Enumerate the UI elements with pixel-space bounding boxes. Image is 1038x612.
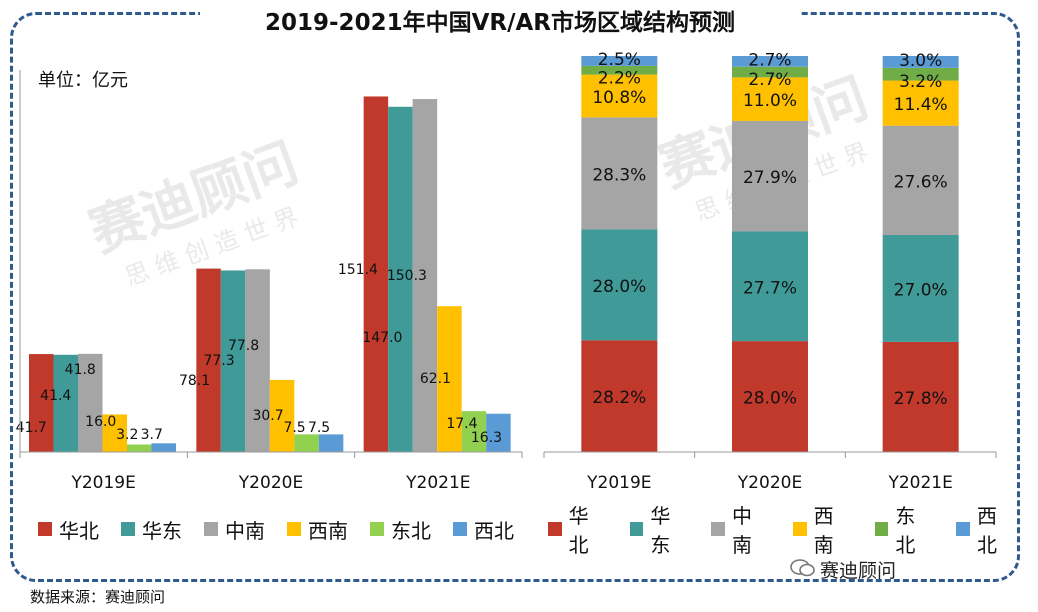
legend-item: 西北 bbox=[956, 500, 1016, 558]
legend-label: 华北 bbox=[59, 518, 99, 543]
legend-swatch bbox=[956, 522, 971, 536]
source-note: 数据来源：赛迪顾问 bbox=[30, 588, 166, 606]
legend-label: 中南 bbox=[225, 518, 265, 543]
legend-swatch bbox=[793, 522, 807, 536]
legend-label: 东北 bbox=[391, 518, 431, 543]
legend-swatch bbox=[874, 522, 889, 536]
legend-label: 西南 bbox=[813, 504, 834, 557]
legend-label: 华东 bbox=[650, 504, 671, 557]
legend-item: 华东 bbox=[629, 500, 690, 558]
legend-swatch bbox=[548, 522, 562, 536]
dashed-frame bbox=[10, 12, 1020, 582]
legend-swatch bbox=[370, 522, 384, 536]
legend-label: 东北 bbox=[895, 504, 916, 557]
legend-swatch bbox=[204, 522, 218, 536]
legend-item: 西北 bbox=[453, 515, 514, 544]
legend-item: 华东 bbox=[121, 515, 182, 544]
left-legend: 华北 华东 中南 西南 东北 西北 bbox=[38, 515, 536, 544]
legend-swatch bbox=[287, 522, 301, 536]
legend-item: 华北 bbox=[38, 515, 99, 544]
legend-item: 华北 bbox=[548, 500, 608, 558]
legend-swatch bbox=[121, 522, 135, 536]
legend-label: 华北 bbox=[568, 504, 589, 557]
legend-label: 中南 bbox=[732, 504, 752, 557]
legend-item: 中南 bbox=[204, 515, 265, 544]
legend-item: 西南 bbox=[287, 515, 348, 544]
legend-swatch bbox=[629, 522, 644, 536]
legend-swatch bbox=[711, 522, 725, 536]
legend-item: 东北 bbox=[370, 515, 431, 544]
legend-item: 中南 bbox=[711, 500, 771, 558]
legend-swatch bbox=[38, 522, 52, 536]
brand-name: 赛迪顾问 bbox=[820, 560, 897, 582]
legend-swatch bbox=[453, 522, 467, 536]
chart-title: 2019-2021年中国VR/AR市场区域结构预测 bbox=[200, 6, 800, 40]
legend-item: 西南 bbox=[793, 500, 853, 558]
legend-label: 西北 bbox=[977, 504, 998, 557]
wechat-icon bbox=[790, 559, 815, 577]
right-legend: 华北 华东 中南 西南 东北 西北 bbox=[548, 504, 1038, 557]
legend-item: 东北 bbox=[874, 500, 935, 558]
legend-label: 西北 bbox=[474, 518, 514, 543]
legend-label: 西南 bbox=[308, 518, 348, 543]
unit-label: 单位：亿元 bbox=[38, 70, 128, 91]
legend-label: 华东 bbox=[142, 518, 182, 543]
